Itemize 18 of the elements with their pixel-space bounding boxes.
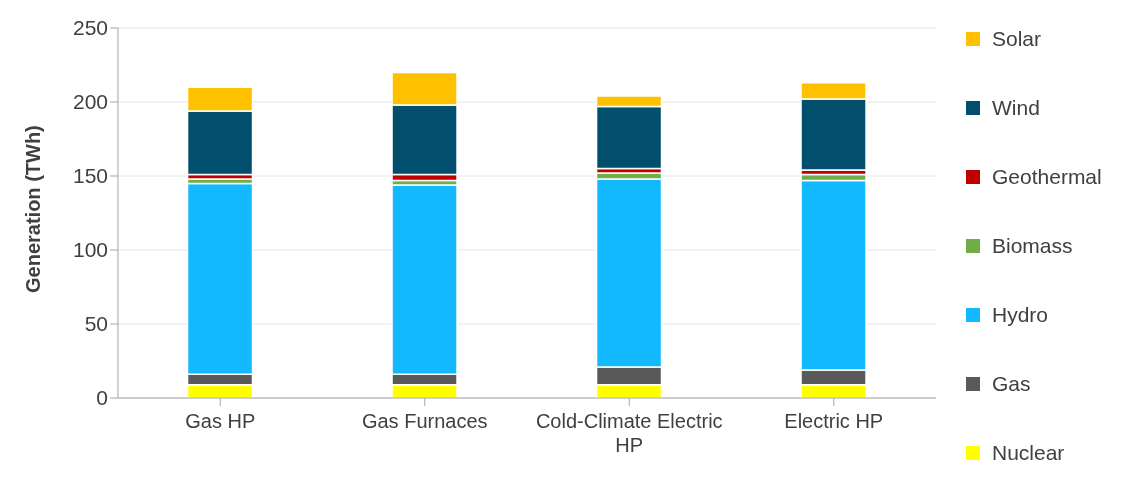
legend-label: Gas <box>992 371 1031 396</box>
x-tick-label: Gas HP <box>185 410 256 432</box>
legend-label: Biomass <box>992 233 1073 258</box>
x-tick-label: Cold-Climate Electric HP <box>535 410 723 456</box>
legend-label: Hydro <box>992 302 1049 327</box>
legend-label: Nuclear <box>992 440 1065 465</box>
y-tick-label: 100 <box>72 238 108 262</box>
y-tick-label: 50 <box>84 312 108 336</box>
legend-label: Wind <box>992 95 1040 120</box>
y-tick-label: 200 <box>72 90 108 114</box>
y-axis-title: Generation (TWh) <box>22 125 45 293</box>
y-tick-label: 0 <box>96 386 108 410</box>
legend-label: Solar <box>992 26 1042 51</box>
y-tick-label: 250 <box>72 16 108 40</box>
legend-label: Geothermal <box>992 164 1102 189</box>
x-tick-label: Gas Furnaces <box>361 410 488 432</box>
x-tick-label: Electric HP <box>784 410 884 432</box>
y-tick-label: 150 <box>72 164 108 188</box>
